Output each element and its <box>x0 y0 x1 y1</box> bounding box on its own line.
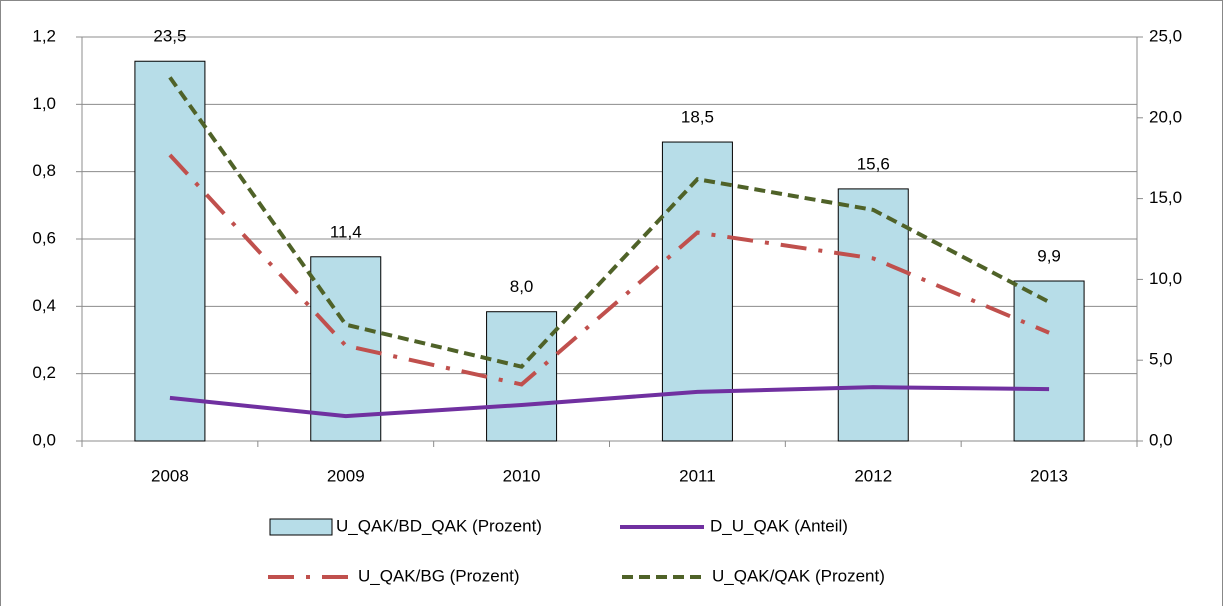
legend-label: U_QAK/QAK (Prozent) <box>712 566 885 585</box>
legend-label: D_U_QAK (Anteil) <box>710 516 848 535</box>
value-label: 9,9 <box>1037 247 1061 266</box>
y-tick-label: 1,0 <box>32 94 56 113</box>
y-tick-label: 0,8 <box>32 161 56 180</box>
line <box>169 385 1050 419</box>
y-tick-label: 0,6 <box>32 228 56 247</box>
y2-tick-label: 20,0 <box>1149 107 1182 126</box>
x-tick-label: 2012 <box>854 466 892 485</box>
x-tick-label: 2010 <box>503 466 541 485</box>
y2-tick-label: 15,0 <box>1149 188 1182 207</box>
bar <box>134 60 206 442</box>
value-label: 11,4 <box>330 222 362 241</box>
x-tick-label: 2009 <box>327 466 365 485</box>
y2-tick-label: 10,0 <box>1149 269 1182 288</box>
y-tick-label: 0,0 <box>32 430 56 449</box>
y-tick-label: 0,4 <box>32 296 56 315</box>
y-tick-label: 1,2 <box>32 26 56 45</box>
bar <box>837 188 909 442</box>
y2-tick-label: 25,0 <box>1149 26 1182 45</box>
value-label: 8,0 <box>510 277 534 296</box>
bar <box>661 141 733 442</box>
x-tick-label: 2011 <box>679 466 716 485</box>
bar <box>1013 280 1085 442</box>
value-label: 23,5 <box>153 27 186 46</box>
y-tick-label: 0,2 <box>32 363 56 382</box>
bar <box>486 311 558 442</box>
x-tick-label: 2008 <box>151 466 189 485</box>
line <box>168 153 1050 387</box>
legend-swatch <box>269 518 333 536</box>
value-label: 18,5 <box>681 108 714 127</box>
value-label: 15,6 <box>857 154 890 173</box>
y2-tick-label: 0,0 <box>1149 430 1173 449</box>
legend-label: U_QAK/BG (Prozent) <box>358 566 520 585</box>
y2-tick-label: 5,0 <box>1149 350 1173 369</box>
x-tick-label: 2013 <box>1030 466 1068 485</box>
legend-label: U_QAK/BD_QAK (Prozent) <box>336 516 542 535</box>
line <box>168 76 1051 369</box>
